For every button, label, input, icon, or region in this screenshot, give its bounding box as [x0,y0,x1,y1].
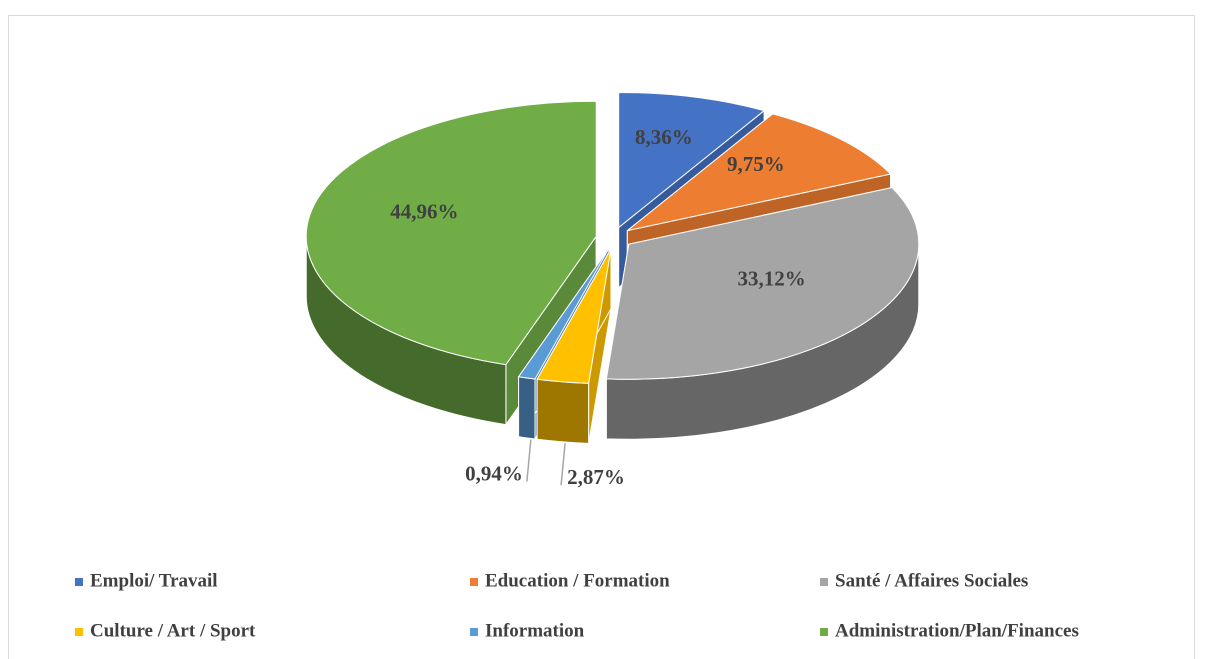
slice [305,100,597,366]
value-label: 44,96% [390,199,458,223]
value-label: 0,94% [465,461,523,485]
slice-side [518,376,536,440]
leader-line [526,439,532,482]
leader-line [560,443,566,486]
legend-marker [75,578,83,586]
legend-label: Santé / Affaires Sociales [835,570,1028,591]
slice [626,113,892,232]
value-labels: 8,36% 9,75% 33,12% 2,87% 0,94% 44,96% [390,125,805,489]
legend-marker [470,578,478,586]
slice-side [536,378,590,444]
value-label: 9,75% [727,152,785,176]
value-label: 33,12% [738,266,806,290]
value-label: 2,87% [567,465,625,489]
slice [605,187,920,380]
value-label: 8,36% [635,125,693,149]
pie [305,91,920,444]
legend-marker [470,628,478,636]
legend: Emploi/ Travail Education / Formation Sant… [75,570,1079,641]
slice [517,248,610,380]
legend-label: Emploi/ Travail [90,570,218,591]
slice [618,91,766,229]
legend-label: Information [485,620,585,641]
legend-marker [820,578,828,586]
legend-marker [75,628,83,636]
legend-label: Education / Formation [485,570,670,591]
legend-label: Administration/Plan/Finances [835,620,1079,641]
slice [536,248,612,384]
legend-marker [820,628,828,636]
legend-label: Culture / Art / Sport [90,620,256,641]
